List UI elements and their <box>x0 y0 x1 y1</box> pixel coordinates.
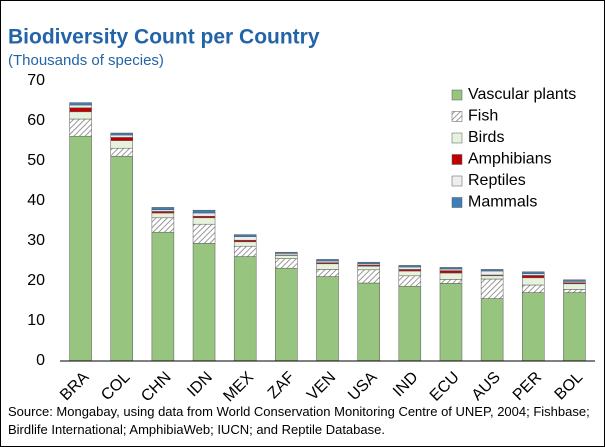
y-tick-label: 40 <box>27 192 45 209</box>
legend-label: Birds <box>468 129 504 146</box>
bar-segment <box>110 137 133 141</box>
bar-segment <box>357 282 380 362</box>
chart-subtitle: (Thousands of species) <box>8 52 164 69</box>
bar-segment <box>398 275 422 287</box>
y-tick-label: 50 <box>27 152 45 169</box>
bar-segment <box>69 111 92 120</box>
bar-segment <box>233 236 257 241</box>
bar-segment <box>110 155 133 362</box>
bar-segment <box>233 234 257 237</box>
legend-swatch <box>451 111 463 122</box>
bar-segment <box>69 135 92 362</box>
chart-title: Biodiversity Count per Country <box>8 26 320 49</box>
bar-segment <box>233 256 257 362</box>
bar-segment <box>357 265 380 271</box>
legend-swatch <box>451 89 463 101</box>
bar-segment <box>480 270 504 276</box>
bar-segment <box>69 104 92 109</box>
bar-segment <box>275 258 298 269</box>
legend-label: Vascular plants <box>468 86 576 103</box>
legend-label: Amphibians <box>468 151 552 168</box>
bar-segment <box>398 285 422 362</box>
bar-segment <box>439 279 463 284</box>
y-tick-label: 60 <box>27 112 45 129</box>
bar-segment <box>110 140 133 149</box>
bar-segment <box>151 207 175 211</box>
source-note: Source: Mongabay, using data from World … <box>8 404 590 437</box>
bar-segment <box>357 269 380 284</box>
bar-segment <box>275 251 298 254</box>
bar-segment <box>151 231 175 362</box>
legend-label: Fish <box>468 108 498 125</box>
y-tick-label: 20 <box>27 272 45 289</box>
bar-segment <box>233 241 257 247</box>
bar-segment <box>69 102 92 106</box>
bar-segment <box>316 263 339 270</box>
bar-segment <box>480 278 504 299</box>
bar-segment <box>316 269 339 277</box>
bar-segment <box>563 289 586 293</box>
bar-segment <box>151 217 175 233</box>
bar-segment <box>522 275 545 279</box>
legend-swatch <box>451 154 463 165</box>
bar-segment <box>522 284 545 293</box>
bar-segment <box>439 270 463 274</box>
bar-segment <box>233 245 257 257</box>
bar-segment <box>192 243 216 362</box>
bar-segment <box>275 267 298 362</box>
bar-segment <box>110 134 133 138</box>
bar-segment <box>480 275 504 280</box>
bar-segment <box>480 298 504 362</box>
legend-label: Reptiles <box>468 172 526 189</box>
legend-label: Mammals <box>468 194 537 211</box>
bar-segment <box>398 270 422 277</box>
y-tick-label: 0 <box>36 352 45 369</box>
bar-segment <box>69 107 92 113</box>
bar-segment <box>316 259 339 262</box>
bar-segment <box>110 132 133 136</box>
y-tick-label: 10 <box>27 312 45 329</box>
bar-segment <box>316 276 339 362</box>
bar-segment <box>192 223 216 244</box>
bar-segment <box>151 212 175 219</box>
bar-segment <box>69 118 92 137</box>
bar-segment <box>275 255 298 259</box>
bar-segment <box>439 283 463 362</box>
bar-segment <box>439 272 463 280</box>
bar-segment <box>357 261 380 265</box>
y-tick-label: 70 <box>27 72 45 89</box>
bar-segment <box>563 283 586 290</box>
bar-segment <box>439 267 463 270</box>
y-tick-label: 30 <box>27 232 45 249</box>
bar-segment <box>563 279 586 282</box>
legend-swatch <box>451 175 463 187</box>
bar-segment <box>522 277 545 286</box>
bar-segment <box>192 212 216 217</box>
legend-swatch <box>451 197 463 208</box>
bar-segment <box>192 209 216 214</box>
bar-segment <box>563 292 586 362</box>
bar-segment <box>480 269 504 272</box>
legend-swatch <box>451 132 463 144</box>
bar-segment <box>192 217 216 225</box>
bar-segment <box>398 265 422 268</box>
bar-segment <box>398 266 422 270</box>
bar-segment <box>522 271 545 275</box>
bar-segment <box>522 292 545 362</box>
bar-segment <box>110 147 133 157</box>
